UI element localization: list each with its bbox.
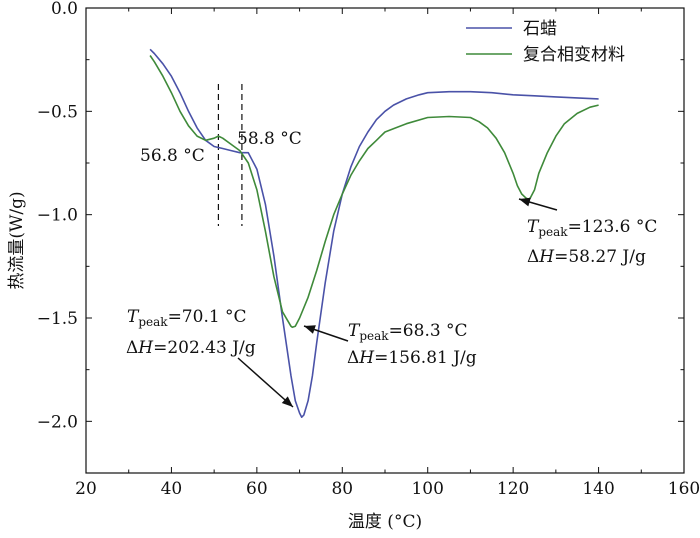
y-tick-label: 0.0: [51, 0, 78, 19]
plot-frame: [85, 7, 685, 474]
x-tick-label: 120: [497, 479, 529, 499]
x-axis-label: 温度 (°C): [348, 512, 422, 532]
y-tick-label: −1.0: [37, 206, 78, 226]
y-axis-label: 热流量(W/g): [7, 191, 27, 289]
legend-label-1: 石蜡: [523, 19, 557, 39]
x-tick-label: 20: [75, 479, 97, 499]
onset-label-2: 58.8 °C: [237, 129, 302, 149]
pcm2-dh-label: ΔH=58.27 J/g: [527, 247, 646, 267]
y-tick-label: −1.5: [37, 309, 78, 329]
legend-label-2: 复合相变材料: [523, 45, 625, 65]
x-tick-label: 60: [246, 479, 268, 499]
x-tick-label: 160: [668, 479, 700, 499]
pcm-dh-label: ΔH=156.81 J/g: [347, 348, 477, 368]
pcm2-tpeak-label: Tpeak=123.6 °C: [527, 217, 657, 239]
paraffin-tpeak-label: Tpeak=70.1 °C: [127, 307, 247, 329]
paraffin-arrow: [237, 357, 294, 408]
paraffin-dh-label: ΔH=202.43 J/g: [126, 338, 256, 358]
paraffin-arrow-head: [281, 396, 293, 407]
y-tick-label: −0.5: [37, 102, 78, 122]
series-line-1: [149, 48, 599, 419]
pcm-arrow-head: [304, 325, 316, 334]
x-tick-label: 40: [161, 479, 183, 499]
x-tick-label: 100: [411, 479, 443, 499]
pcm2-arrow-head: [519, 197, 531, 207]
pcm-tpeak-label: Tpeak=68.3 °C: [348, 321, 468, 343]
x-tick-label: 80: [331, 479, 353, 499]
x-tick-label: 140: [582, 479, 614, 499]
onset-label-1: 56.8 °C: [140, 146, 205, 166]
y-tick-label: −2.0: [37, 412, 78, 432]
